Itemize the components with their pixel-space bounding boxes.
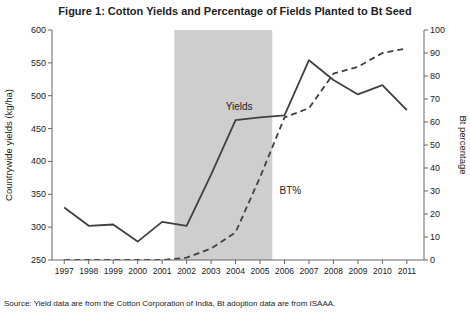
x-tick-label: 2001 (153, 266, 172, 276)
y2-tick (424, 214, 428, 215)
y2-tick-label: 40 (430, 163, 440, 173)
x-tick (260, 260, 261, 264)
x-tick-label: 2003 (202, 266, 221, 276)
y2-tick (424, 99, 428, 100)
y2-tick-label: 30 (430, 186, 440, 196)
y2-tick (424, 260, 428, 261)
x-tick (162, 260, 163, 264)
x-tick-label: 2005 (251, 266, 270, 276)
y-tick-label: 450 (31, 124, 46, 134)
x-tick-label: 2004 (226, 266, 245, 276)
y2-tick-label: 60 (430, 117, 440, 127)
chart: 1997199819992000200120022003200420052006… (0, 0, 470, 312)
y-axis-label: Countrywide yields (kg/ha) (3, 89, 14, 201)
y2-tick (424, 122, 428, 123)
annotation: BT% (280, 185, 302, 196)
y2-tick-label: 70 (430, 94, 440, 104)
y-tick (48, 62, 52, 63)
title: Figure 1: Cotton Yields and Percentage o… (58, 5, 411, 17)
y2-tick (424, 145, 428, 146)
x-tick (88, 260, 89, 264)
y2-tick-label: 10 (430, 232, 440, 242)
x-tick (64, 260, 65, 264)
y-tick-label: 500 (31, 91, 46, 101)
x-tick-label: 2000 (128, 266, 147, 276)
x-tick-label: 2011 (398, 266, 417, 276)
y2-tick (424, 237, 428, 238)
x-tick (235, 260, 236, 264)
x-axis-line (52, 260, 424, 261)
x-tick (186, 260, 187, 264)
x-tick (137, 260, 138, 264)
x-tick-label: 2007 (300, 266, 319, 276)
x-tick (113, 260, 114, 264)
axes: 1997199819992000200120022003200420052006… (31, 25, 445, 276)
x-tick (357, 260, 358, 264)
x-tick-label: 2006 (275, 266, 294, 276)
x-tick-label: 1997 (55, 266, 74, 276)
y-tick-label: 250 (31, 255, 46, 265)
x-tick (333, 260, 334, 264)
x-tick-label: 2002 (177, 266, 196, 276)
x-tick (211, 260, 212, 264)
y-tick-label: 600 (31, 25, 46, 35)
x-tick-label: 1998 (79, 266, 98, 276)
y2-tick-label: 80 (430, 71, 440, 81)
x-tick-label: 2008 (324, 266, 343, 276)
y2-tick (424, 30, 428, 31)
source-note: Source: Yield data are from the Cotton C… (4, 299, 335, 308)
y-axis-line (52, 30, 53, 260)
y2-tick (424, 168, 428, 169)
series-line (64, 60, 407, 241)
annotation: Yields (226, 101, 253, 112)
y-tick (48, 95, 52, 96)
y2-tick-label: 20 (430, 209, 440, 219)
y-tick-label: 300 (31, 222, 46, 232)
y-tick (48, 30, 52, 31)
y2-tick-label: 90 (430, 48, 440, 58)
x-tick (308, 260, 309, 264)
y2-axis-label: Bt percentage (458, 115, 469, 174)
y-tick-label: 400 (31, 156, 46, 166)
x-tick (284, 260, 285, 264)
x-tick (406, 260, 407, 264)
y-tick (48, 161, 52, 162)
plot-area (64, 30, 407, 260)
series-line (64, 48, 407, 260)
y2-tick (424, 191, 428, 192)
y2-tick (424, 53, 428, 54)
y-tick-label: 550 (31, 58, 46, 68)
x-tick-label: 1999 (104, 266, 123, 276)
y-tick (48, 194, 52, 195)
y-tick (48, 260, 52, 261)
y2-tick (424, 76, 428, 77)
x-tick-label: 2010 (373, 266, 392, 276)
y2-tick-label: 0 (430, 255, 435, 265)
y-tick-label: 350 (31, 189, 46, 199)
y2-tick-label: 50 (430, 140, 440, 150)
y-tick (48, 128, 52, 129)
y2-tick-label: 100 (430, 25, 445, 35)
y-tick (48, 227, 52, 228)
x-tick-label: 2009 (348, 266, 367, 276)
shaded-span (174, 30, 272, 260)
x-tick (382, 260, 383, 264)
